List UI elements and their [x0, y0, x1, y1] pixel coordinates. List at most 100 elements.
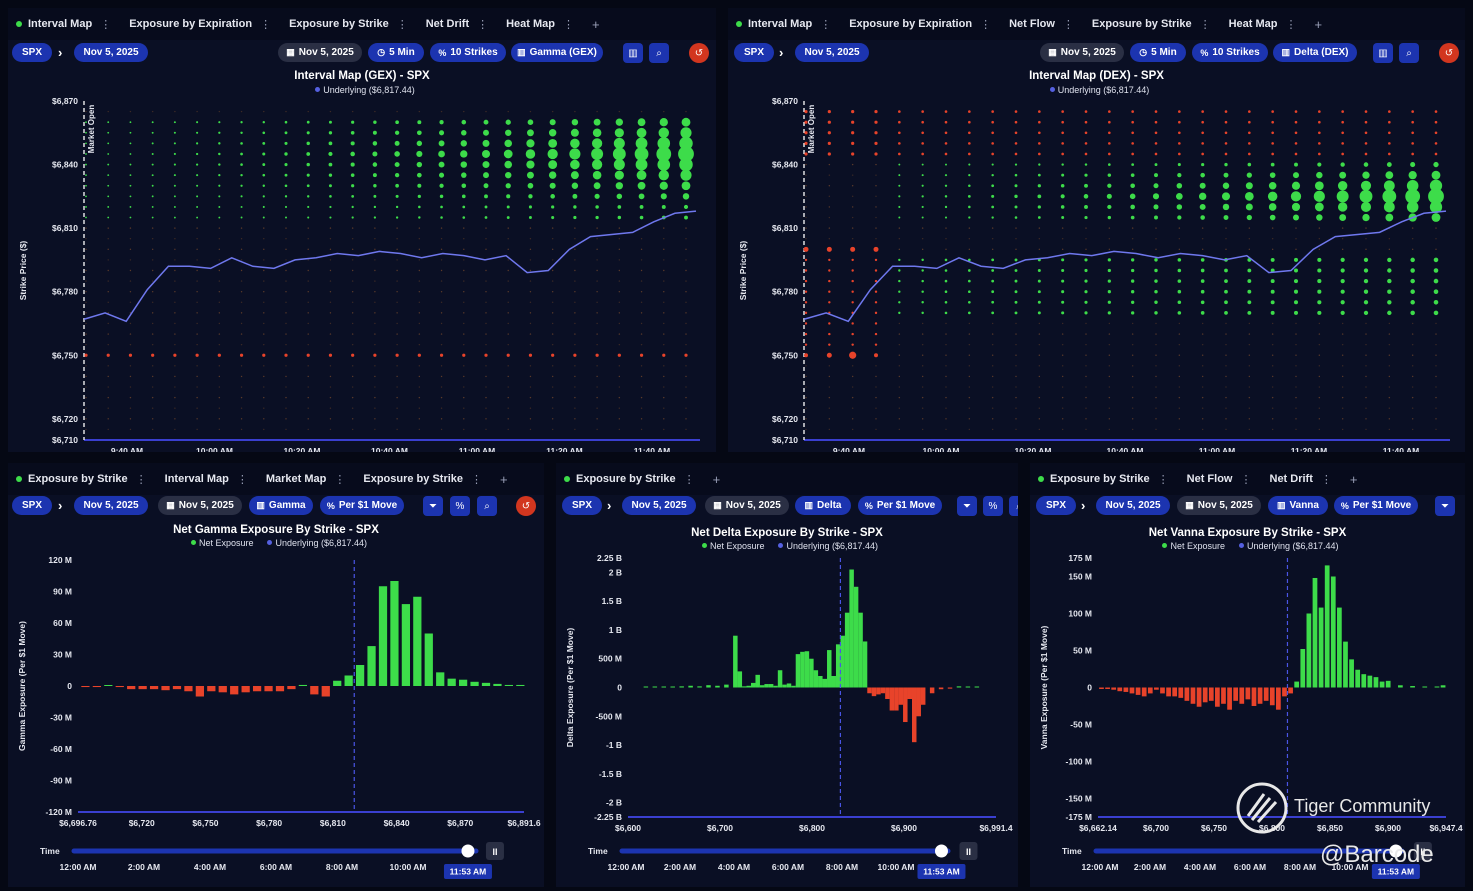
mode-pill[interactable]: ▥ Gamma	[249, 496, 313, 515]
exposure-dot	[1155, 386, 1157, 388]
exposure-dot	[595, 215, 599, 220]
symbol-pill[interactable]: SPX	[734, 43, 774, 62]
percent-button[interactable]: %	[983, 496, 1003, 516]
mode-pill[interactable]: ▥ Delta (DEX)	[1273, 43, 1357, 62]
date-picker[interactable]: ▦ Nov 5, 2025	[158, 496, 242, 515]
tab-exposure-by-expiration[interactable]: Exposure by Expiration ⋮	[129, 18, 272, 31]
add-tab-icon[interactable]: +	[712, 471, 721, 487]
kebab-icon[interactable]: ⋮	[683, 473, 695, 486]
date-pill[interactable]: Nov 5, 2025	[74, 496, 148, 515]
tab-exposure-by-strike-2[interactable]: Exposure by Strike ⋮	[363, 473, 483, 486]
exposure-dot	[1435, 365, 1437, 367]
add-tab-icon[interactable]: +	[500, 471, 508, 487]
kebab-icon[interactable]: ⋮	[334, 473, 346, 486]
exposure-bar	[907, 687, 913, 700]
zoom-button[interactable]: ⌕	[1009, 496, 1018, 516]
kebab-icon[interactable]: ⋮	[563, 18, 575, 31]
date-pill[interactable]: Nov 5, 2025	[622, 496, 696, 515]
symbol-pill[interactable]: SPX	[1036, 496, 1076, 515]
tab-interval-map[interactable]: Interval Map ⋮	[164, 473, 248, 486]
tab-heat-map[interactable]: Heat Map ⋮	[506, 18, 575, 31]
tab-exposure-by-strike[interactable]: Exposure by Strike ⋮	[564, 473, 695, 486]
strikes-pill[interactable]: % 10 Strikes	[1192, 43, 1268, 62]
exposure-bar	[1282, 687, 1287, 697]
tab-net-drift[interactable]: Net Drift ⋮	[1269, 473, 1332, 486]
kebab-icon[interactable]: ⋮	[1062, 18, 1074, 31]
tab-market-map[interactable]: Market Map ⋮	[265, 473, 346, 486]
symbol-pill[interactable]: SPX	[12, 43, 52, 62]
kebab-icon[interactable]: ⋮	[1240, 473, 1252, 486]
symbol-pill[interactable]: SPX	[12, 496, 52, 515]
zoom-button[interactable]: ⌕	[477, 496, 497, 516]
exposure-bar	[822, 678, 828, 688]
zoom-button[interactable]: ⌕	[649, 43, 669, 63]
tab-exposure-by-strike[interactable]: Exposure by Strike ⋮	[1038, 473, 1169, 486]
filter-button[interactable]: ⏷	[1435, 496, 1455, 516]
exposure-dot	[1435, 428, 1437, 431]
chart-type-button[interactable]: ▥	[623, 43, 643, 63]
exposure-dot	[307, 333, 309, 335]
chart-type-button[interactable]: ▥	[1373, 43, 1393, 63]
exposure-dot	[440, 290, 443, 293]
exposure-dot	[85, 110, 87, 113]
tab-exposure-by-strike[interactable]: Exposure by Strike ⋮	[1091, 18, 1211, 31]
reset-button[interactable]: ↺	[1439, 43, 1459, 63]
tab-interval-map[interactable]: Interval Map ⋮	[16, 18, 111, 31]
tab-exposure-by-strike[interactable]: Exposure by Strike ⋮	[16, 473, 147, 486]
tab-net-flow[interactable]: Net Flow ⋮	[1186, 473, 1252, 486]
kebab-icon[interactable]: ⋮	[396, 18, 408, 31]
kebab-icon[interactable]: ⋮	[980, 18, 992, 31]
date-pill[interactable]: Nov 5, 2025	[1096, 496, 1170, 515]
kebab-icon[interactable]: ⋮	[1199, 18, 1211, 31]
strikes-pill[interactable]: % 10 Strikes	[430, 43, 506, 62]
add-tab-icon[interactable]: +	[592, 16, 600, 32]
tab-net-flow[interactable]: Net Flow ⋮	[1009, 18, 1074, 31]
unit-pill[interactable]: % Per $1 Move	[320, 496, 404, 515]
date-picker[interactable]: ▦ Nov 5, 2025	[1040, 43, 1124, 62]
tab-exposure-by-expiration[interactable]: Exposure by Expiration ⋮	[849, 18, 992, 31]
kebab-icon[interactable]: ⋮	[236, 473, 248, 486]
interval-pill[interactable]: ◷ 5 Min	[1130, 43, 1186, 62]
exposure-dot	[329, 195, 332, 198]
date-picker[interactable]: ▦ Nov 5, 2025	[1177, 496, 1261, 515]
tab-interval-map[interactable]: Interval Map ⋮	[736, 18, 831, 31]
kebab-icon[interactable]: ⋮	[260, 18, 272, 31]
percent-button[interactable]: %	[450, 496, 470, 516]
interval-pill[interactable]: ◷ 5 Min	[368, 43, 424, 62]
kebab-icon[interactable]: ⋮	[1320, 473, 1332, 486]
exposure-dot	[596, 333, 598, 335]
mode-pill[interactable]: ▥ Gamma (GEX)	[511, 43, 603, 62]
tab-bar: Exposure by Strike ⋮ Interval Map ⋮ Market…	[8, 463, 544, 495]
unit-pill[interactable]: % Per $1 Move	[1334, 496, 1418, 515]
filter-button[interactable]: ⏷	[423, 496, 443, 516]
symbol-pill[interactable]: SPX	[562, 496, 602, 515]
kebab-icon[interactable]: ⋮	[1285, 18, 1297, 31]
date-picker[interactable]: ▦ Nov 5, 2025	[278, 43, 362, 62]
exposure-dot	[1084, 279, 1088, 283]
mode-pill[interactable]: ▥ Delta	[795, 496, 851, 515]
mode-pill[interactable]: ▥ Vanna	[1268, 496, 1328, 515]
exposure-dot	[1014, 205, 1018, 209]
exposure-dot	[1318, 227, 1321, 229]
kebab-icon[interactable]: ⋮	[477, 18, 489, 31]
kebab-icon[interactable]: ⋮	[471, 473, 483, 486]
filter-button[interactable]: ⏷	[957, 496, 977, 516]
kebab-icon[interactable]: ⋮	[135, 473, 147, 486]
exposure-dot	[1411, 407, 1414, 409]
date-pill[interactable]: Nov 5, 2025	[74, 43, 148, 62]
tab-heat-map[interactable]: Heat Map ⋮	[1228, 18, 1297, 31]
kebab-icon[interactable]: ⋮	[1157, 473, 1169, 486]
kebab-icon[interactable]: ⋮	[100, 18, 112, 31]
add-tab-icon[interactable]: +	[1349, 471, 1358, 487]
date-pill[interactable]: Nov 5, 2025	[795, 43, 869, 62]
reset-button[interactable]: ↺	[516, 496, 536, 516]
add-tab-icon[interactable]: +	[1314, 16, 1323, 32]
date-picker[interactable]: ▦ Nov 5, 2025	[705, 496, 789, 515]
unit-pill[interactable]: % Per $1 Move	[858, 496, 942, 515]
exposure-dot	[1152, 193, 1160, 200]
reset-button[interactable]: ↺	[689, 43, 709, 63]
kebab-icon[interactable]: ⋮	[820, 18, 832, 31]
tab-net-drift[interactable]: Net Drift ⋮	[425, 18, 489, 31]
zoom-button[interactable]: ⌕	[1399, 43, 1419, 63]
tab-exposure-by-strike[interactable]: Exposure by Strike ⋮	[289, 18, 408, 31]
